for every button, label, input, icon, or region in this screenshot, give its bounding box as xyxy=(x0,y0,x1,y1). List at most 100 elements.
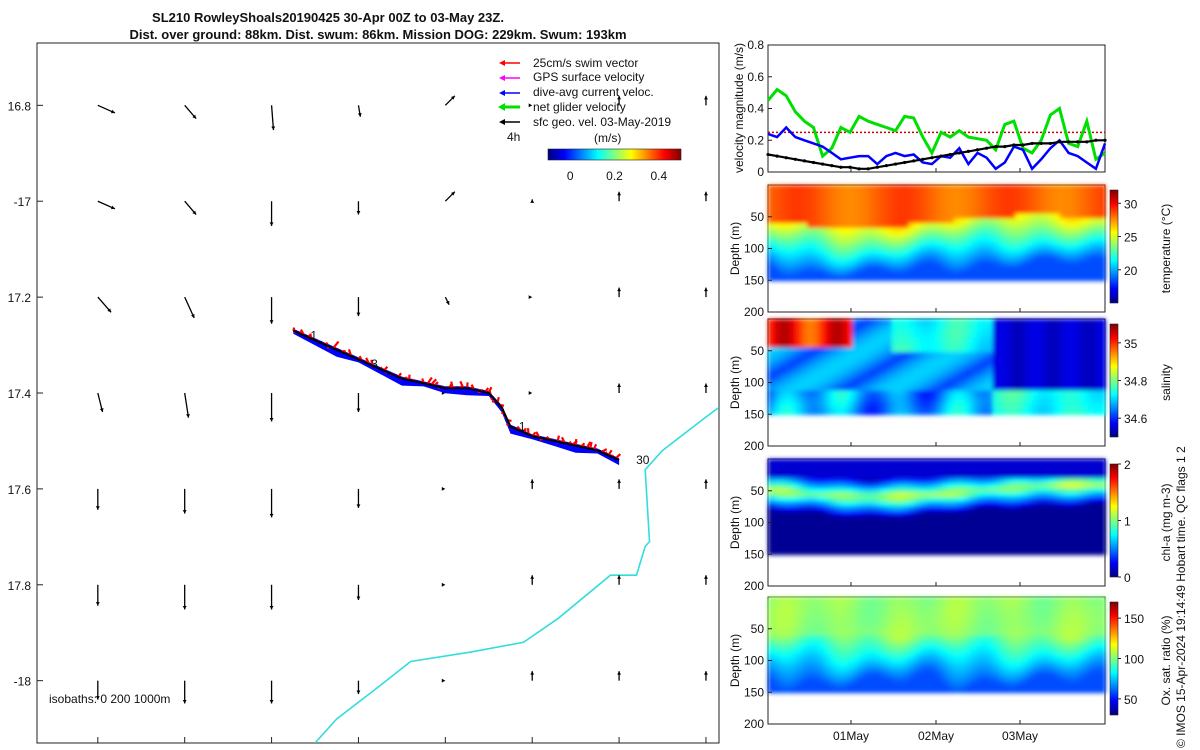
section-cell xyxy=(796,366,803,373)
geo-vector xyxy=(269,393,274,422)
section-cell xyxy=(1088,511,1095,517)
section-cell xyxy=(1020,246,1028,253)
section-cell xyxy=(953,347,960,354)
section-cell xyxy=(796,371,803,377)
section-cell xyxy=(998,630,1005,636)
section-cell xyxy=(981,616,988,622)
section-cell xyxy=(947,366,955,373)
section-cell xyxy=(919,601,926,608)
section-cell xyxy=(1071,266,1078,272)
section-cell xyxy=(829,409,837,416)
section-cell xyxy=(902,497,910,503)
section-cell xyxy=(897,246,904,253)
velocity-marker xyxy=(912,159,916,163)
section-cell xyxy=(1060,482,1067,489)
section-cell xyxy=(869,208,876,215)
section-cell xyxy=(835,463,842,470)
section-cell xyxy=(1032,644,1039,651)
section-cell xyxy=(959,540,966,546)
section-cell xyxy=(779,630,786,636)
section-cell xyxy=(863,213,870,220)
section-cell xyxy=(846,668,853,674)
section-cell xyxy=(942,635,949,641)
section-cell xyxy=(1032,390,1039,396)
section-cell xyxy=(779,380,786,387)
section-cell xyxy=(829,232,837,239)
section-cell xyxy=(908,492,915,498)
section-cell xyxy=(857,549,865,556)
section-cell xyxy=(1020,625,1028,632)
section-cell xyxy=(975,544,983,551)
section-cell xyxy=(1082,530,1089,536)
section-cell xyxy=(970,223,977,229)
section-cell xyxy=(975,492,983,498)
geo-vector xyxy=(530,199,535,203)
section-cell xyxy=(1048,673,1056,679)
section-cell xyxy=(1099,620,1106,627)
section-cell xyxy=(880,520,887,527)
section-cell xyxy=(796,606,803,613)
section-cell xyxy=(796,616,803,622)
section-cell xyxy=(947,525,955,532)
section-cell xyxy=(801,256,809,262)
section-cell xyxy=(919,352,926,358)
section-cell xyxy=(880,658,887,665)
section-cell xyxy=(936,232,943,239)
section-cell xyxy=(812,270,820,277)
section-cell xyxy=(1076,525,1084,532)
section-cell xyxy=(1065,319,1073,325)
section-cell xyxy=(852,478,859,484)
section-cell xyxy=(891,530,898,536)
section-cell xyxy=(1037,223,1044,229)
section-cell xyxy=(1060,668,1067,674)
section-cell xyxy=(914,658,921,665)
section-cell xyxy=(835,400,842,406)
section-cell xyxy=(869,223,876,229)
section-cell xyxy=(1099,333,1106,339)
section-cell xyxy=(857,223,865,229)
section-cell xyxy=(818,357,825,363)
section-cell xyxy=(1015,223,1022,229)
section-cell xyxy=(908,463,915,470)
section-cell xyxy=(869,473,876,479)
section-cell xyxy=(841,261,848,267)
section-cell xyxy=(869,185,876,191)
section-cell xyxy=(1048,352,1056,358)
section-cell xyxy=(1054,266,1061,272)
section-cell xyxy=(779,208,786,215)
section-cell xyxy=(768,478,775,484)
section-cell xyxy=(1088,520,1095,527)
section-cell xyxy=(863,473,870,479)
section-cell xyxy=(992,251,1000,258)
section-cell xyxy=(919,544,926,551)
section-cell xyxy=(1099,376,1106,382)
section-cell xyxy=(801,333,809,339)
section-cell xyxy=(829,606,837,613)
section-cell xyxy=(975,473,983,479)
section-cell xyxy=(796,625,803,632)
section-cell xyxy=(812,328,820,335)
section-cell xyxy=(1032,597,1039,603)
map-y-tick-label: -17 xyxy=(14,195,32,209)
geo-vector xyxy=(97,200,116,210)
section-cell xyxy=(790,213,797,220)
section-cell xyxy=(891,223,898,229)
section-cell xyxy=(1048,520,1056,527)
section-cell xyxy=(784,376,792,382)
section-cell xyxy=(953,223,960,229)
section-cell xyxy=(992,459,1000,465)
section-cell xyxy=(998,270,1005,277)
section-cell xyxy=(975,409,983,416)
section-cell xyxy=(891,616,898,622)
section-cell xyxy=(936,506,943,513)
section-cell xyxy=(824,400,831,406)
section-cell xyxy=(970,597,977,603)
section-cell xyxy=(773,223,780,229)
section-cell xyxy=(964,620,971,627)
section-cell xyxy=(869,266,876,272)
section-cell xyxy=(874,668,882,674)
section-cell xyxy=(1054,639,1061,646)
section-cell xyxy=(1026,549,1033,556)
section-cell xyxy=(863,644,870,651)
section-cell xyxy=(964,256,971,262)
